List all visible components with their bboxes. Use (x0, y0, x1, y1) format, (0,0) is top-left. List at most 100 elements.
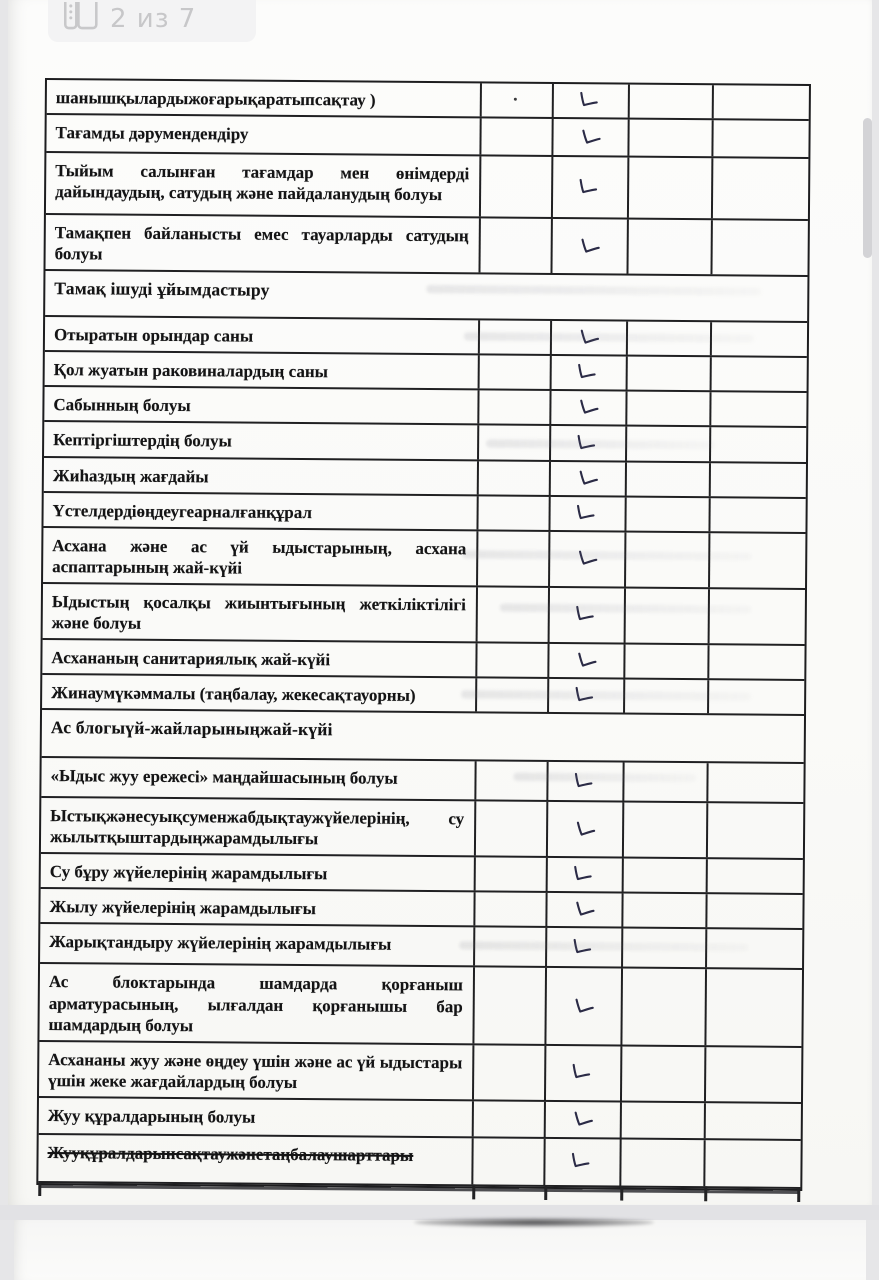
mark-cell (627, 391, 712, 426)
mark-cell (705, 1140, 800, 1187)
checklist-table: шанышқылардыжоғарықаратыпсақтау ) Тағамды… (36, 78, 811, 1202)
table-edge-stub (797, 1186, 800, 1202)
checkmark-icon (575, 998, 594, 1013)
checkmark-icon (579, 178, 598, 193)
mark-cell (625, 588, 711, 644)
mark-cell (625, 679, 710, 714)
row-label: Су бұру жүйелерінің жарамдылығы (40, 854, 476, 891)
checkmark-icon (576, 606, 594, 621)
mark-cell (709, 680, 804, 714)
mark-cell (624, 762, 709, 802)
mark-cell (706, 970, 802, 1046)
mark-cell (625, 644, 710, 679)
mark-cell (707, 930, 802, 969)
row-label: Жууқұралдарынсақтаужәнетаңбалаушарттары (38, 1134, 474, 1185)
checkmark-icon (581, 238, 600, 253)
table-row: Отыратын орындар саны (44, 317, 808, 359)
mark-cell (551, 426, 628, 461)
row-label: Тыйым салынған тағамдар мен өнімдерді да… (45, 153, 482, 217)
table-row: Үстелдердіөңдеугеарналғанқұрал (43, 492, 806, 534)
checkmark-icon (577, 504, 595, 519)
table-row: Қол жуатын раковиналардың саны (44, 352, 807, 394)
mark-cell (712, 358, 807, 392)
mark-cell (479, 425, 552, 460)
row-label: Тамақпен байланысты емес тауарларды сату… (45, 215, 481, 273)
mark-cell (549, 679, 626, 713)
row-label: Қол жуатын раковиналардың саны (44, 352, 480, 389)
mark-cell (479, 320, 553, 355)
table-row: Жылу жүйелерінің жарамдылығы (40, 889, 803, 931)
mark-cell (481, 83, 554, 118)
checkmark-icon (580, 329, 600, 344)
mark-cell (481, 118, 554, 156)
table-edge-stub (472, 1184, 475, 1200)
mark-cell (711, 428, 806, 462)
mark-cell (623, 893, 708, 928)
mark-cell (713, 120, 808, 157)
row-label: Жуу құралдарының болуы (38, 1097, 474, 1137)
mark-cell (626, 462, 711, 496)
checkmark-icon (574, 772, 593, 787)
mark-cell (621, 1139, 706, 1187)
mark-cell (628, 157, 714, 219)
checkmark-icon (577, 434, 596, 449)
mark-cell (475, 801, 549, 857)
row-label: Жарықтандыру жүйелерінің жарамдылығы (40, 924, 476, 966)
row-label: Асхананы жуу және өңдеу үшін және ас үй … (39, 1041, 475, 1100)
checkmark-icon (578, 652, 597, 667)
mark-cell (550, 496, 627, 531)
mark-cell (550, 531, 627, 587)
ink-dot (514, 97, 518, 101)
mark-cell (621, 1102, 706, 1139)
checkmark-icon (576, 821, 596, 836)
mark-cell (477, 643, 550, 678)
mark-cell (629, 119, 714, 157)
table-row: Ыстықжәнесуықсуменжабдықтаужүйелерінің, … (40, 798, 804, 861)
row-label: Жылу жүйелерінің жарамдылығы (40, 889, 476, 926)
row-label: Ыстықжәнесуықсуменжабдықтаужүйелерінің, … (40, 798, 477, 856)
checkmark-icon (574, 866, 592, 881)
mark-cell (551, 391, 628, 426)
mark-cell (547, 893, 624, 928)
page-indicator: 2 из 7 (48, 0, 256, 42)
mark-cell (479, 390, 552, 425)
table-row: Асхананы жуу және өңдеу үшін және ас үй … (38, 1041, 802, 1104)
mark-cell (478, 460, 552, 495)
section-row: Тамақ ішуді ұйымдастыру (45, 271, 808, 324)
table-edge-stub (704, 1186, 707, 1202)
row-label: Үстелдердіөңдеугеарналғанқұрал (43, 492, 479, 530)
mark-cell (545, 1045, 623, 1101)
mark-cell (547, 858, 624, 892)
checkmark-icon (579, 470, 598, 485)
row-label: Жиһаздың жағдайы (43, 457, 480, 495)
row-label: Сабынның болуы (44, 387, 480, 424)
row-label: Ас блоктарында шамдарда қорғаныш арматур… (39, 964, 476, 1044)
table-edge-stub (38, 1180, 41, 1196)
table-row: Жууқұралдарынсақтаужәнетаңбалаушарттары (38, 1134, 801, 1189)
mark-cell (473, 1045, 547, 1100)
table-row: Тыйым салынған тағамдар мен өнімдерді да… (45, 153, 809, 222)
mark-cell (708, 803, 803, 858)
mark-cell (712, 322, 807, 356)
scrollbar-thumb[interactable] (863, 118, 872, 258)
row-label: Жинаумүкәммалы (таңбалау, жекесақтауорны… (42, 675, 478, 712)
table-row: «Ыдыс жуу ережесі» маңдайшасының болуы (41, 758, 804, 805)
checkmark-icon (571, 1153, 590, 1168)
checkmark-icon (580, 91, 598, 107)
mark-cell (628, 219, 713, 275)
mark-cell (551, 321, 629, 355)
mark-cell (626, 497, 711, 531)
table-row: Жуу құралдарының болуы (38, 1097, 801, 1141)
mark-cell (629, 84, 714, 119)
mark-cell (552, 219, 629, 274)
mark-cell (626, 532, 711, 588)
mark-cell (710, 533, 805, 588)
row-label: Асхананың санитариялық жай-күйі (42, 640, 478, 677)
mark-cell (551, 356, 628, 390)
table-row: Кептіргіштердің болуы (44, 422, 807, 464)
mark-cell (475, 927, 548, 967)
row-label: Асхана және ас үй ыдыстарының, асхана ас… (43, 527, 479, 586)
table-row: Асхананың санитариялық жай-күйі (42, 640, 805, 682)
mark-cell (627, 427, 712, 461)
mark-cell (549, 587, 627, 643)
